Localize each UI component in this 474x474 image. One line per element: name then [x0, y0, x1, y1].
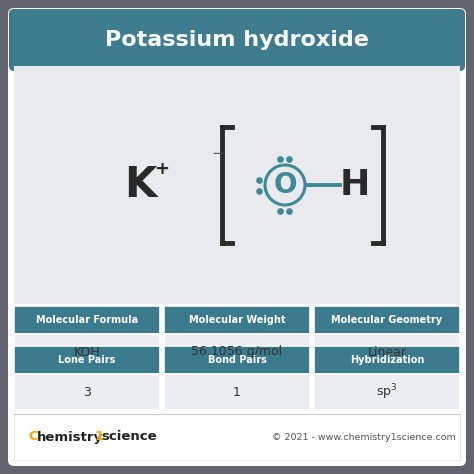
Text: 3: 3	[83, 385, 91, 399]
Text: KOH: KOH	[73, 346, 100, 358]
Text: +: +	[155, 160, 170, 178]
Bar	[164, 306, 310, 334]
Bar	[14, 306, 160, 334]
Text: Molecular Formula: Molecular Formula	[36, 315, 138, 325]
Bar	[164, 374, 310, 410]
Text: hemistry: hemistry	[36, 430, 103, 444]
Bar	[164, 334, 310, 370]
Bar	[14, 374, 160, 410]
Text: Lone Pairs: Lone Pairs	[58, 355, 116, 365]
Text: 1: 1	[233, 385, 241, 399]
Bar	[14, 51, 460, 66]
Bar	[314, 306, 460, 334]
Text: Bond Pairs: Bond Pairs	[208, 355, 266, 365]
Text: sp$^3$: sp$^3$	[376, 382, 398, 402]
FancyBboxPatch shape	[8, 8, 466, 466]
FancyBboxPatch shape	[9, 9, 465, 71]
Text: H: H	[340, 168, 370, 202]
Text: © 2021 - www.chemistry1science.com: © 2021 - www.chemistry1science.com	[272, 432, 456, 441]
Text: −: −	[211, 146, 224, 161]
Text: Hybridization: Hybridization	[350, 355, 424, 365]
Text: Molecular Geometry: Molecular Geometry	[331, 315, 443, 325]
Text: Molecular Weight: Molecular Weight	[189, 315, 285, 325]
Text: C: C	[28, 430, 37, 444]
Bar	[14, 304, 460, 306]
Text: O: O	[273, 171, 297, 199]
Bar	[314, 334, 460, 370]
Text: K: K	[124, 164, 156, 206]
Text: 56.1056 g/mol: 56.1056 g/mol	[191, 346, 283, 358]
Bar	[14, 346, 160, 374]
Text: Linear: Linear	[367, 346, 407, 358]
Bar	[164, 346, 310, 374]
Text: Potassium hydroxide: Potassium hydroxide	[105, 30, 369, 50]
Bar	[14, 66, 460, 304]
Bar	[314, 346, 460, 374]
Bar	[314, 374, 460, 410]
Text: 1: 1	[95, 430, 104, 444]
Bar	[14, 414, 460, 460]
Bar	[14, 334, 160, 370]
Text: science: science	[101, 430, 156, 444]
